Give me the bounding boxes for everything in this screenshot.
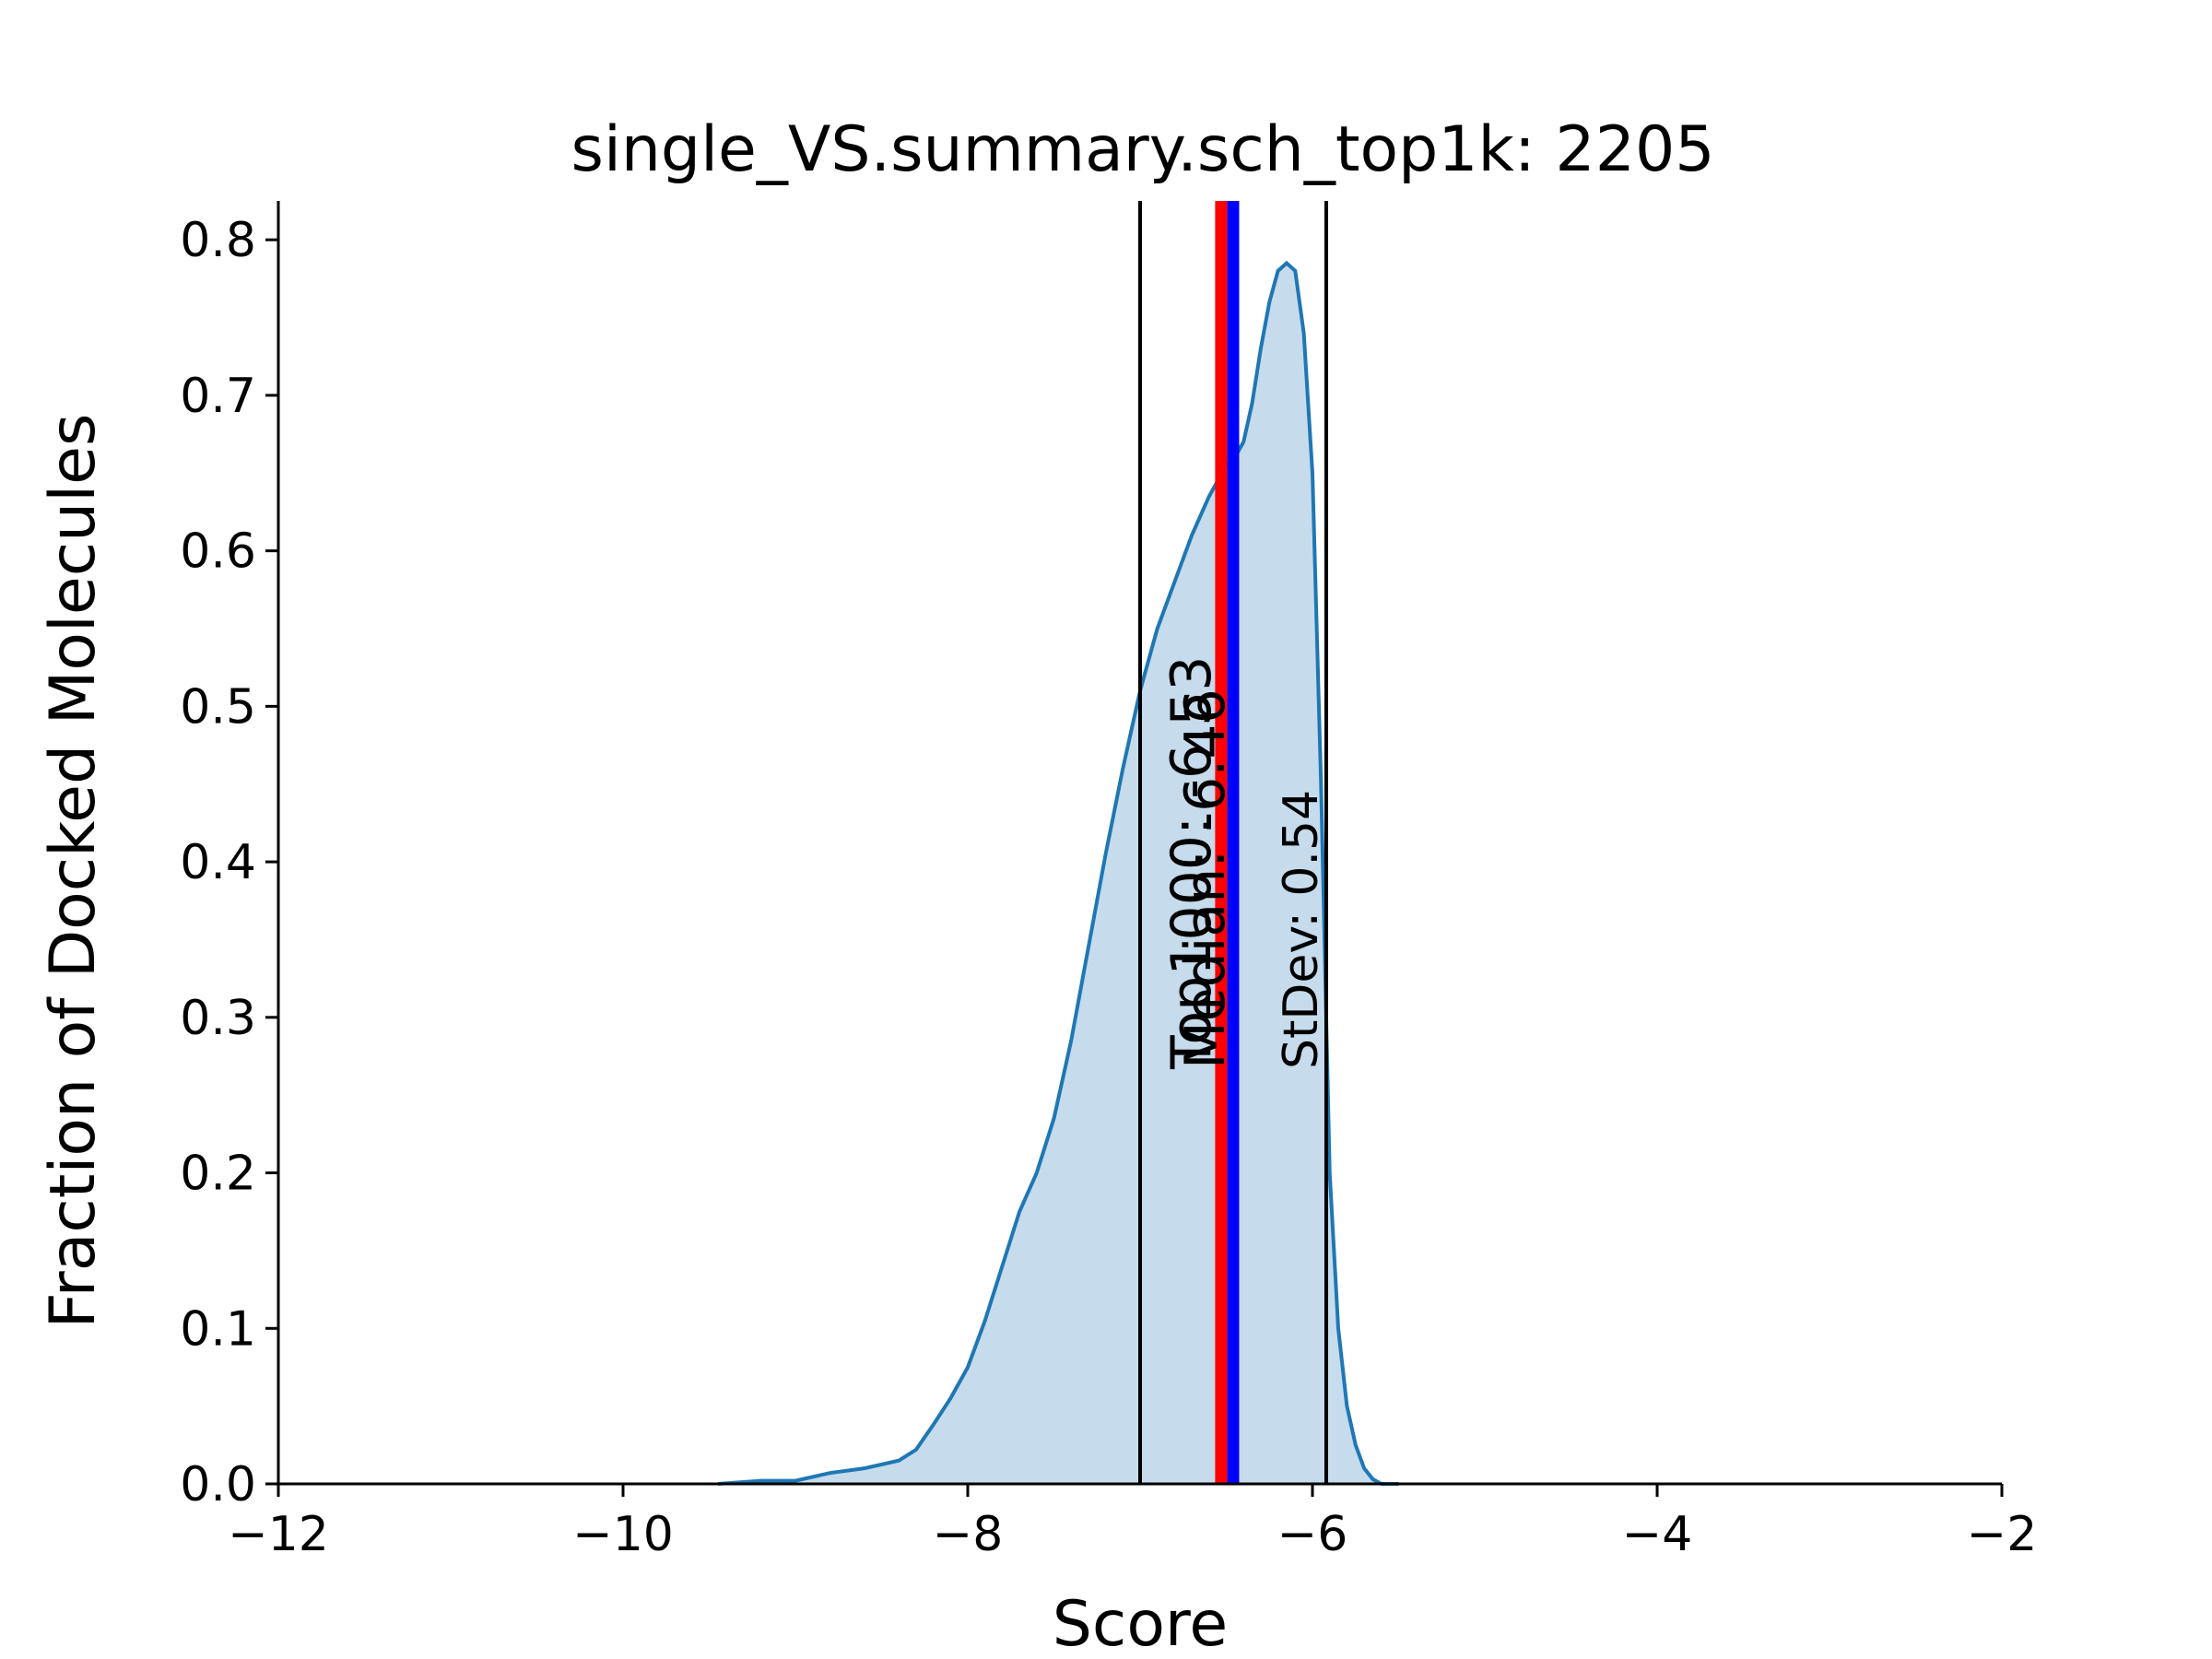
reference-lines [1138, 201, 1328, 1484]
y-tick-label: 0.1 [180, 1301, 256, 1357]
y-tick-label: 0.0 [180, 1457, 256, 1512]
y-tick-label: 0.3 [180, 991, 256, 1046]
kde-line [717, 260, 1399, 1486]
x-tick-label: −12 [228, 1507, 329, 1562]
y-axis-title: Fraction of Docked Molecules [37, 414, 110, 1329]
x-tick-label: −2 [1967, 1507, 2038, 1562]
annotations: Top1000: -6.53 Median: -6.46 StDev: 0.54 [1159, 656, 1329, 1070]
stdev-annotation: StDev: 0.54 [1274, 790, 1329, 1069]
top1000-annotation: Top1000: -6.53 [1159, 656, 1224, 1070]
axes: −12 −10 −8 −6 −4 −2 0.0 0.1 0.2 0.3 0.4 0.5 0.6 0.7 0.… [180, 201, 2037, 1562]
chart-title: single_VS.summary.sch_top1k: 2205 [571, 113, 1715, 186]
x-tick-label: −4 [1622, 1507, 1693, 1562]
y-tick-label: 0.7 [180, 369, 256, 424]
median-annotation: Median: -6.46 [1173, 688, 1238, 1069]
y-tick-label: 0.6 [180, 524, 256, 580]
y-tick-label: 0.4 [180, 835, 256, 890]
y-tick-label: 0.2 [180, 1147, 256, 1202]
x-tick-label: −10 [572, 1507, 674, 1562]
x-axis-title: Score [1053, 1588, 1228, 1659]
x-tick-label: −8 [933, 1507, 1004, 1562]
x-tick-label: −6 [1277, 1507, 1348, 1562]
y-tick-label: 0.8 [180, 213, 256, 268]
y-tick-label: 0.5 [180, 679, 256, 735]
